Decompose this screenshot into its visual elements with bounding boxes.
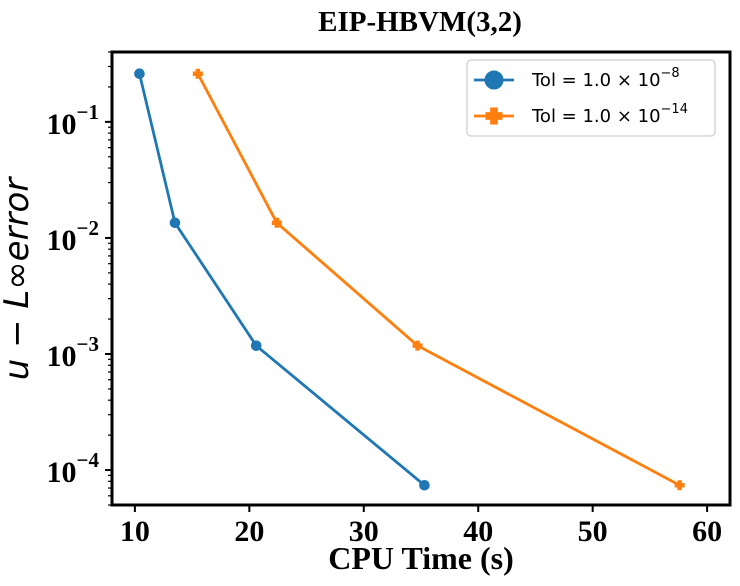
plot-area-frame [110, 50, 732, 507]
series-line [138, 73, 426, 487]
x-tick-label: 10 [120, 515, 150, 548]
data-point [271, 217, 282, 228]
legend-entries: Tol = 1.0 × 10−8 Tol = 1.0 × 10−14 [474, 66, 688, 127]
series-group [134, 68, 685, 491]
y-tick-label: 10−3 [47, 332, 99, 373]
data-point [169, 217, 181, 229]
y-tick-label: 10−1 [47, 100, 99, 141]
x-tick-label: 20 [234, 515, 264, 548]
data-point [412, 340, 423, 351]
x-axis: 10 20 30 40 50 60 [120, 505, 722, 548]
legend-marker [485, 107, 503, 125]
data-point [419, 479, 430, 491]
data-point [674, 480, 685, 491]
y-tick-label: 10−2 [47, 216, 99, 257]
series-2 [192, 68, 685, 491]
x-tick-label: 50 [578, 515, 608, 548]
legend-item: Tol = 1.0 × 10−8 [474, 66, 680, 91]
series-line [196, 73, 681, 487]
legend: Tol = 1.0 × 10−8 Tol = 1.0 × 10−14 [466, 59, 716, 137]
y-axis: 10−1 10−2 10−3 10−4 [47, 51, 112, 506]
data-point [250, 340, 262, 351]
series-1 [134, 68, 430, 491]
chart-title: EIP-HBVM(3,2) [318, 6, 522, 38]
data-point [192, 68, 203, 79]
legend-label: Tol = 1.0 × 10−14 [531, 102, 688, 127]
data-point [134, 68, 145, 80]
legend-item: Tol = 1.0 × 10−14 [474, 102, 688, 127]
x-tick-label: 30 [349, 515, 379, 548]
legend-box [466, 59, 716, 137]
y-tick-label: 10−4 [47, 448, 100, 489]
legend-label: Tol = 1.0 × 10−8 [531, 66, 680, 91]
x-tick-label: 60 [692, 515, 722, 548]
x-axis-label: CPU Time (s) [328, 540, 513, 576]
y-axis-label: u − L∞error [0, 176, 37, 381]
x-tick-label: 40 [463, 515, 493, 548]
legend-marker [484, 70, 504, 90]
